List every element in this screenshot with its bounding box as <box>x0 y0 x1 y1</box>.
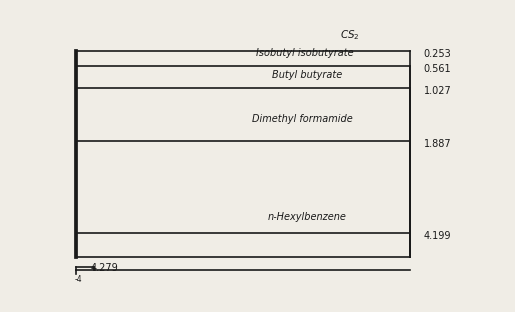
Text: -4: -4 <box>74 275 82 284</box>
Text: 1.027: 1.027 <box>423 86 451 96</box>
Text: 1.887: 1.887 <box>423 139 451 149</box>
Text: n-Hexylbenzene: n-Hexylbenzene <box>268 212 347 222</box>
Text: 4.279: 4.279 <box>90 263 118 273</box>
Text: CS$_2$: CS$_2$ <box>340 28 359 42</box>
Text: 0.253: 0.253 <box>423 49 451 59</box>
Text: Isobutyl isobutyrate: Isobutyl isobutyrate <box>256 48 354 58</box>
Text: Dimethyl formamide: Dimethyl formamide <box>252 114 353 124</box>
Text: Butyl butyrate: Butyl butyrate <box>272 70 342 80</box>
Text: 4.199: 4.199 <box>423 232 451 241</box>
Text: 0.561: 0.561 <box>423 64 451 74</box>
